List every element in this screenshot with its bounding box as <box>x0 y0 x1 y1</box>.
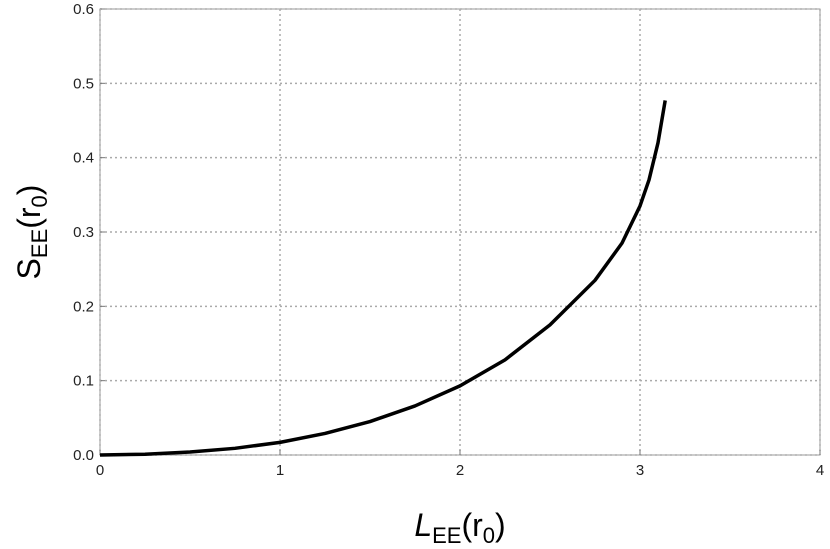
label-part: ) <box>495 507 506 543</box>
label-part: EE <box>27 229 52 258</box>
label-part: ) <box>11 185 47 196</box>
label-part: 0 <box>483 523 495 548</box>
y-tick-label: 0.2 <box>73 298 94 315</box>
x-tick-label: 1 <box>276 462 284 479</box>
x-tick-label: 4 <box>816 462 824 479</box>
x-tick-label: 3 <box>636 462 644 479</box>
y-tick-label: 0.3 <box>73 224 94 241</box>
y-tick-label: 0.4 <box>73 150 94 167</box>
y-axis-label: SEE(r0) <box>11 185 52 280</box>
label-part: L <box>414 507 432 543</box>
label-part: 0 <box>27 195 52 207</box>
y-tick-label: 0.6 <box>73 1 94 18</box>
y-tick-label: 0.1 <box>73 373 94 390</box>
line-series <box>99 100 667 457</box>
label-part: (r <box>461 507 483 543</box>
label-part: S <box>11 258 47 279</box>
x-tick-label: 2 <box>456 462 464 479</box>
y-tick-label: 0.5 <box>73 75 94 92</box>
y-tick-label: 0.0 <box>73 447 94 464</box>
x-axis-label: LEE(r0) <box>414 507 505 548</box>
label-part: EE <box>432 523 461 548</box>
x-tick-label: 0 <box>96 462 104 479</box>
label-part: (r <box>11 207 47 229</box>
